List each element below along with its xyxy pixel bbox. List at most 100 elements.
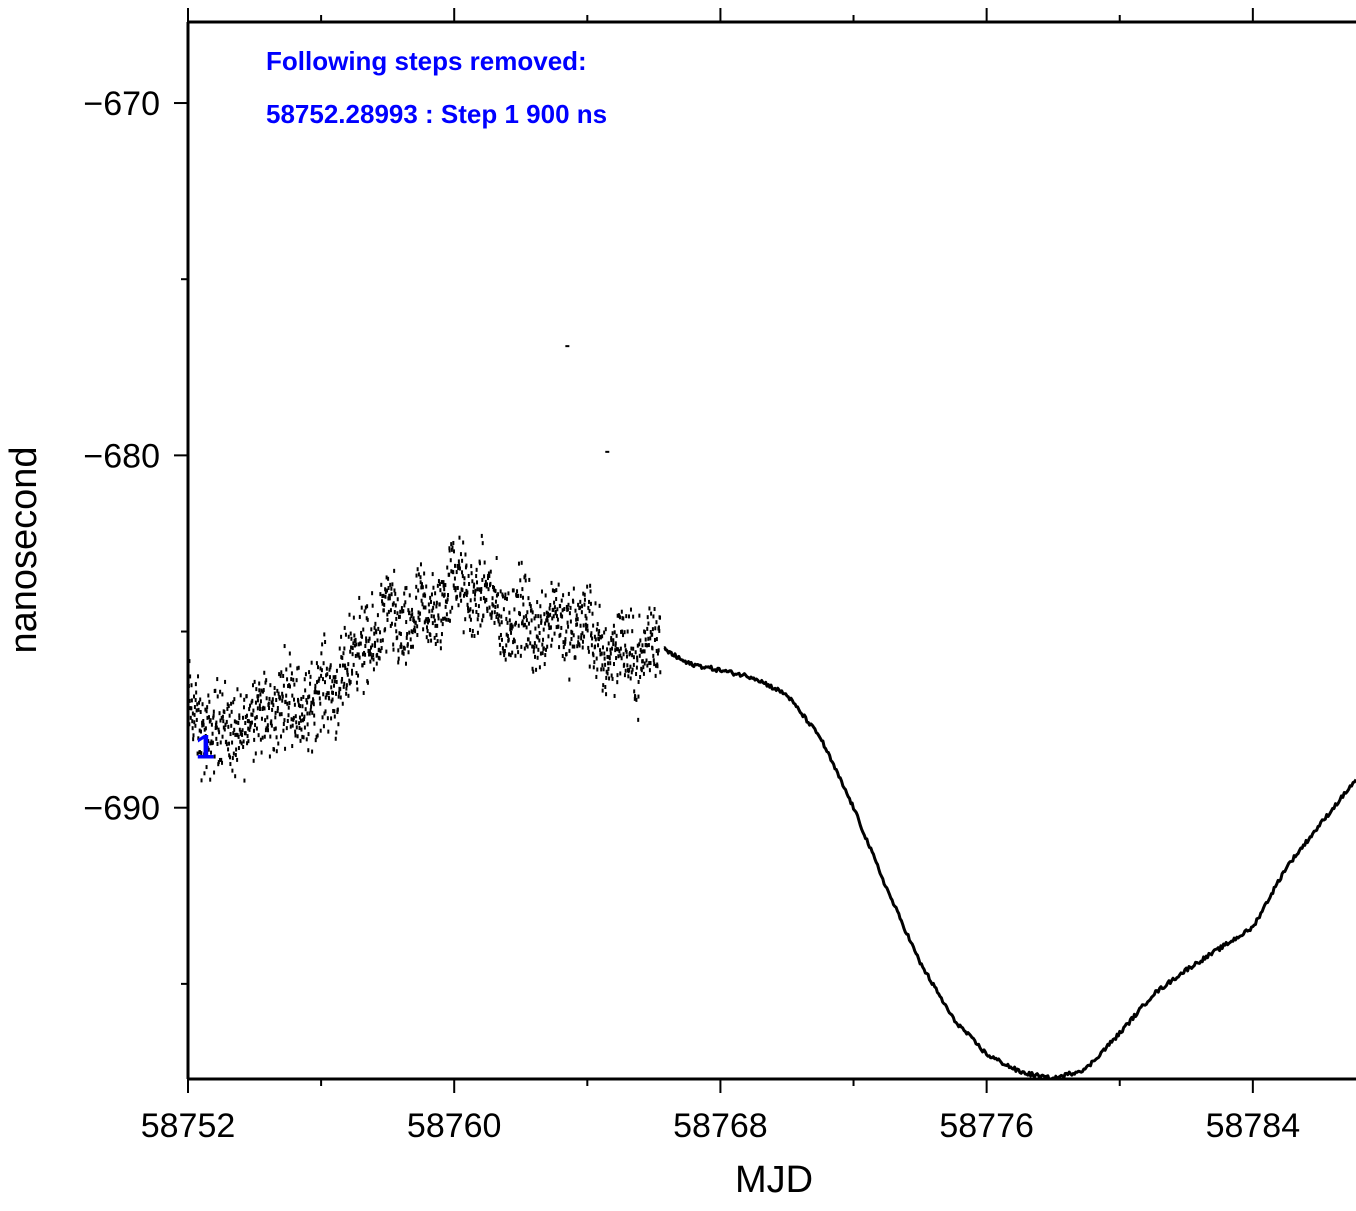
data-point	[198, 750, 201, 755]
data-point	[358, 614, 361, 619]
data-point	[376, 638, 379, 643]
data-point	[207, 693, 210, 698]
data-point	[582, 623, 585, 628]
data-point	[436, 639, 439, 644]
data-point	[326, 672, 329, 677]
data-point	[326, 691, 329, 696]
data-point	[403, 591, 406, 596]
data-point	[193, 694, 196, 699]
data-point	[376, 613, 379, 618]
data-point	[622, 633, 625, 638]
data-point	[457, 566, 460, 571]
data-point	[601, 688, 604, 693]
data-point	[440, 580, 443, 585]
data-point	[237, 734, 240, 739]
data-point	[435, 633, 438, 638]
axes-layer: 58752 58760 58768 58776 58784 −670 −680 −690	[83, 8, 1356, 1145]
data-point	[638, 613, 641, 618]
data-point	[289, 663, 292, 668]
data-point	[461, 588, 464, 593]
data-point	[443, 616, 446, 621]
data-point	[371, 643, 374, 648]
data-point	[538, 631, 541, 636]
data-point	[366, 604, 369, 609]
data-point	[232, 731, 235, 736]
data-point	[347, 634, 350, 639]
data-point	[419, 611, 422, 616]
data-point	[507, 637, 510, 642]
data-point	[306, 722, 309, 727]
data-point	[335, 668, 338, 673]
data-point	[617, 647, 620, 652]
data-point	[365, 639, 368, 644]
data-point	[517, 623, 520, 628]
data-point	[281, 694, 284, 699]
data-point	[489, 569, 492, 574]
data-point	[266, 715, 269, 720]
data-point	[188, 698, 191, 703]
data-point	[271, 697, 274, 702]
data-point	[200, 751, 203, 756]
data-point	[476, 617, 479, 622]
data-point	[430, 614, 433, 619]
data-point	[234, 732, 237, 737]
data-point	[547, 622, 550, 627]
data-point	[373, 631, 376, 636]
data-point	[364, 644, 367, 649]
data-point	[227, 704, 230, 709]
data-point	[270, 723, 273, 728]
data-point	[516, 589, 519, 594]
data-point	[445, 617, 448, 622]
data-point	[390, 621, 393, 626]
data-point	[254, 716, 257, 721]
data-point	[651, 646, 654, 651]
data-point	[200, 778, 203, 783]
data-point	[596, 622, 599, 627]
data-point	[328, 696, 331, 701]
data-point	[248, 727, 251, 732]
data-point	[194, 698, 197, 703]
data-point	[346, 667, 349, 672]
data-point	[428, 609, 431, 614]
data-point	[656, 651, 659, 656]
data-point	[598, 629, 601, 634]
data-point	[245, 713, 248, 718]
data-point	[276, 688, 279, 693]
data-point	[495, 555, 498, 560]
data-point	[443, 592, 446, 597]
data-point	[333, 683, 336, 688]
data-point	[525, 614, 528, 619]
data-point	[599, 648, 602, 653]
data-point	[215, 725, 218, 730]
data-point	[357, 642, 360, 647]
data-point	[251, 683, 254, 688]
data-point	[245, 694, 248, 699]
data-point	[635, 665, 638, 670]
data-point	[575, 617, 578, 622]
data-point	[281, 698, 284, 703]
data-point	[551, 616, 554, 621]
data-point	[303, 717, 306, 722]
data-point	[454, 586, 457, 591]
data-point	[325, 673, 328, 678]
data-point	[419, 562, 422, 567]
data-point	[353, 643, 356, 648]
data-point	[395, 629, 398, 634]
data-point	[508, 652, 511, 657]
data-point	[312, 698, 315, 703]
data-point	[370, 645, 373, 650]
data-point	[437, 613, 440, 618]
data-point	[506, 633, 509, 638]
data-point	[390, 586, 393, 591]
data-point	[429, 599, 432, 604]
data-point	[241, 732, 244, 737]
data-point	[190, 683, 193, 688]
data-point	[455, 596, 458, 601]
data-point	[641, 659, 644, 664]
data-point	[524, 578, 527, 583]
data-point	[294, 714, 297, 719]
data-point	[489, 612, 492, 617]
data-point	[461, 570, 464, 575]
data-point	[562, 645, 565, 650]
data-point	[276, 706, 279, 711]
